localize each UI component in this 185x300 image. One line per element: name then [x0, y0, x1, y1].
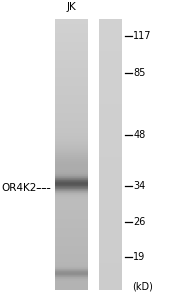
Text: 48: 48: [133, 130, 145, 140]
Text: 26: 26: [133, 217, 146, 227]
Text: 117: 117: [133, 31, 152, 41]
Text: JK: JK: [66, 2, 76, 12]
Text: 34: 34: [133, 181, 145, 190]
Text: 85: 85: [133, 68, 146, 78]
Text: OR4K2: OR4K2: [2, 184, 37, 194]
Text: 19: 19: [133, 252, 145, 262]
Text: (kD): (kD): [132, 282, 153, 292]
